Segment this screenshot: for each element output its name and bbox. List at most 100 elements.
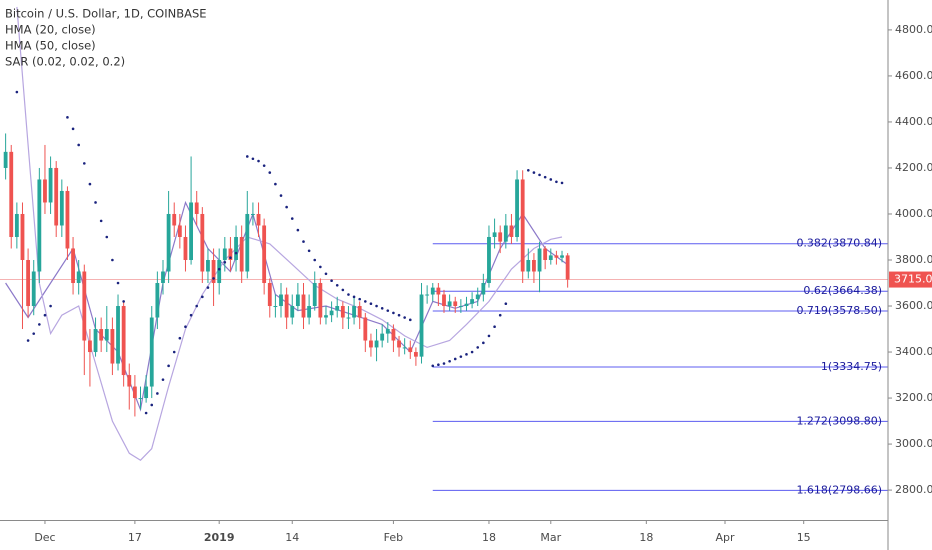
- candle-body: [520, 179, 525, 272]
- candle-body: [166, 213, 171, 272]
- candle-body: [59, 190, 64, 226]
- sar-dot: [49, 304, 52, 308]
- candle-body: [369, 340, 373, 348]
- x-tick-label: 14: [285, 531, 299, 544]
- sar-dot: [532, 171, 536, 174]
- sar-dot: [290, 217, 294, 220]
- sar-dot: [307, 249, 311, 253]
- candle-body: [88, 340, 92, 353]
- candle-body: [537, 248, 542, 272]
- sar-dot: [234, 251, 238, 255]
- sar-dot: [156, 392, 159, 395]
- legend-entry: HMA (50, close): [5, 39, 96, 53]
- candle-body: [419, 294, 424, 357]
- candle-body: [447, 301, 452, 307]
- sar-dot: [217, 267, 221, 271]
- x-tick-label: Feb: [384, 531, 403, 544]
- sar-dot: [392, 311, 395, 315]
- candle-body: [14, 213, 19, 237]
- candle-body: [346, 317, 351, 319]
- sar-dot: [403, 316, 406, 319]
- y-tick-label: 4000.00: [895, 207, 932, 220]
- sar-dot: [167, 364, 170, 368]
- candle-body: [329, 310, 334, 316]
- sar-dot: [543, 175, 547, 179]
- sar-dot: [453, 357, 457, 361]
- x-tick-label: 18: [482, 531, 496, 544]
- fib-label: 1(3334.75): [821, 360, 882, 373]
- candle-body: [408, 347, 413, 353]
- candle-body: [453, 301, 458, 307]
- candle-body: [284, 294, 289, 318]
- sar-dot: [83, 162, 86, 165]
- sar-dot: [285, 205, 288, 209]
- candle-body: [206, 260, 210, 272]
- candle-body: [183, 236, 188, 260]
- sar-dot: [111, 258, 114, 262]
- candle-body: [177, 225, 182, 237]
- plot-area: 0.382(3870.84) 0.62(3664.38) 0.719(3578.50…: [0, 6, 888, 496]
- x-tick-label: 2019: [204, 531, 235, 544]
- sar-dot: [201, 295, 204, 299]
- candle-body: [442, 294, 446, 307]
- candle-body: [251, 213, 255, 215]
- sar-dot: [189, 313, 193, 317]
- sar-dot: [560, 181, 564, 185]
- candle-body: [200, 213, 205, 272]
- sar-dot: [229, 256, 232, 259]
- candle-body: [318, 283, 323, 318]
- candle-body: [279, 294, 283, 307]
- candle-body: [138, 398, 143, 400]
- candle-body: [487, 236, 491, 284]
- candle-body: [560, 255, 564, 258]
- sar-dot: [178, 336, 182, 340]
- y-tick-label: 4800.00: [895, 23, 932, 36]
- fib-label: 0.382(3870.84): [796, 237, 882, 250]
- candle-body: [234, 236, 238, 260]
- sar-dot: [223, 261, 227, 264]
- candle-body: [37, 179, 42, 272]
- sar-dot: [408, 318, 412, 322]
- candle-body: [132, 386, 137, 399]
- sar-dot: [99, 219, 103, 223]
- candle-body: [20, 213, 25, 260]
- sar-dot: [465, 353, 468, 356]
- candle-body: [352, 306, 356, 318]
- candle-body: [312, 283, 317, 307]
- sar-dot: [504, 302, 508, 306]
- sar-dot: [184, 325, 187, 329]
- sar-dot: [66, 116, 69, 119]
- sar-dot: [15, 90, 19, 94]
- fib-label: 1.272(3098.80): [796, 414, 882, 427]
- candle-body: [340, 306, 345, 318]
- candle-body: [290, 306, 295, 318]
- y-tick-label: 4600.00: [895, 69, 932, 82]
- sar-dot: [43, 313, 47, 317]
- x-tick-label: Apr: [715, 531, 735, 544]
- sar-dot: [296, 228, 300, 232]
- last-price-tag: [889, 271, 932, 288]
- candle-body: [295, 294, 300, 307]
- candle-body: [458, 306, 463, 308]
- y-tick-label: 3600.00: [895, 299, 932, 312]
- sar-dot: [442, 362, 446, 365]
- candle-body: [475, 294, 480, 300]
- sar-dot: [195, 304, 199, 308]
- fib-label: 1.618(2798.66): [796, 483, 882, 496]
- sar-dot: [347, 293, 350, 296]
- y-tick-label: 2800.00: [895, 483, 932, 496]
- candle-body: [425, 294, 430, 296]
- sar-dot: [319, 265, 322, 269]
- sar-dot: [341, 288, 345, 292]
- y-tick-label: 3800.00: [895, 253, 932, 266]
- sar-dot: [549, 178, 553, 181]
- sar-dot: [302, 240, 305, 243]
- candle-body: [548, 255, 553, 260]
- candle-body: [385, 329, 390, 334]
- sar-dot: [380, 307, 384, 310]
- sar-dot: [116, 281, 120, 285]
- x-tick-label: 17: [128, 531, 142, 544]
- sar-dot: [482, 341, 485, 345]
- candle-body: [99, 329, 104, 341]
- sar-dot: [274, 182, 277, 186]
